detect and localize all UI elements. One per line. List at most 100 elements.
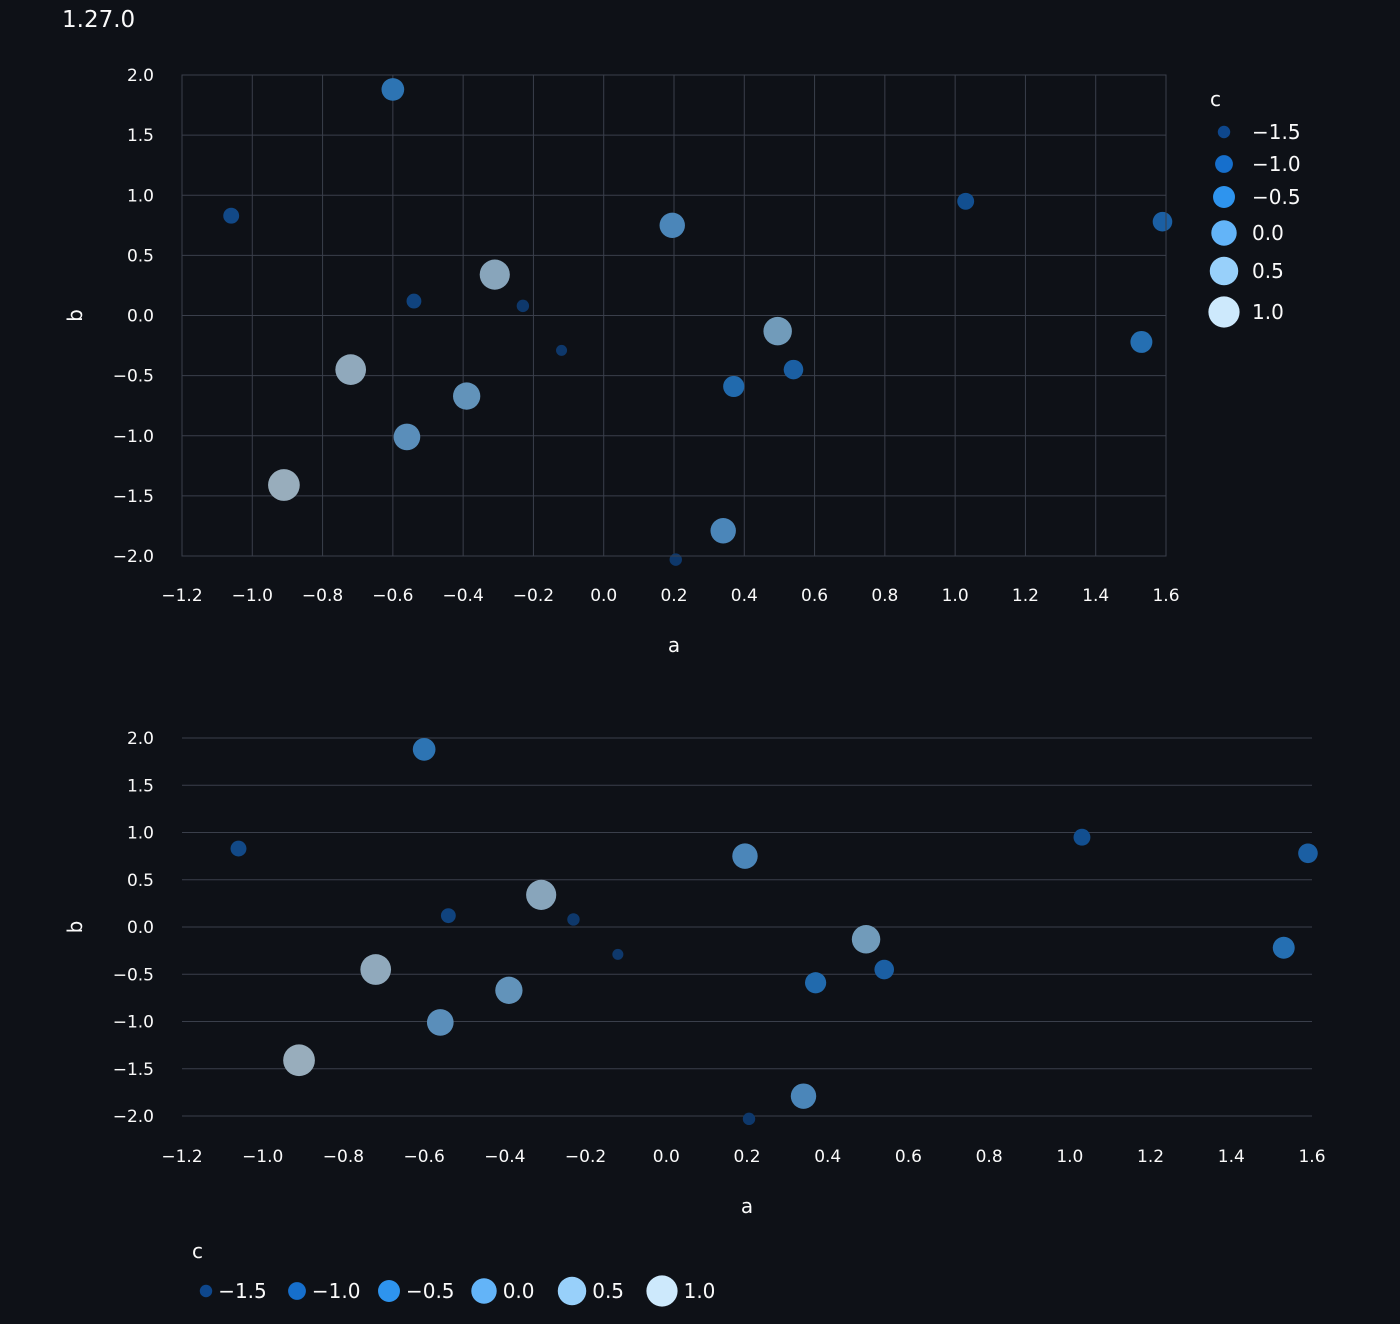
y-tick-label: −0.5 bbox=[113, 965, 154, 985]
scatter-point bbox=[479, 259, 510, 290]
app-version-label: 1.27.0 bbox=[62, 7, 136, 33]
y-tick-label: 1.0 bbox=[127, 186, 154, 206]
x-tick-label: −0.6 bbox=[404, 1147, 445, 1167]
legend-label: 0.0 bbox=[503, 1279, 535, 1303]
x-tick-label: −1.2 bbox=[161, 586, 202, 606]
x-tick-label: 0.0 bbox=[653, 1147, 680, 1167]
y-tick-label: 1.5 bbox=[127, 776, 154, 796]
scatter-point bbox=[957, 192, 975, 210]
scatter-point bbox=[230, 840, 247, 857]
scatter-point bbox=[526, 879, 557, 910]
scatter-point bbox=[393, 423, 421, 451]
legend-symbol bbox=[1215, 155, 1233, 173]
legend-symbol bbox=[646, 1275, 678, 1307]
y-tick-label: 0.5 bbox=[127, 246, 154, 266]
legend-label: −0.5 bbox=[1252, 185, 1301, 209]
scatter-point bbox=[406, 293, 422, 309]
y-axis-title: b bbox=[63, 921, 87, 934]
y-tick-label: −0.5 bbox=[113, 367, 154, 387]
x-tick-label: 1.2 bbox=[1137, 1147, 1164, 1167]
x-tick-label: 1.4 bbox=[1082, 586, 1109, 606]
y-tick-label: 1.0 bbox=[127, 824, 154, 844]
scatter-point bbox=[268, 469, 300, 501]
legend-symbol bbox=[288, 1282, 306, 1300]
scatter-point bbox=[742, 1112, 756, 1126]
scatter-point bbox=[732, 843, 758, 869]
legend-title: c bbox=[192, 1239, 203, 1263]
scatter-point bbox=[723, 375, 745, 398]
scatter-point bbox=[335, 354, 367, 385]
legend-label: 1.0 bbox=[1252, 300, 1284, 324]
x-tick-label: 1.4 bbox=[1218, 1147, 1245, 1167]
scatter-point bbox=[516, 299, 530, 313]
scatter-point bbox=[612, 948, 624, 960]
legend-symbol bbox=[557, 1276, 587, 1306]
y-tick-label: 0.0 bbox=[127, 307, 154, 327]
legend-label: 1.0 bbox=[684, 1279, 716, 1303]
x-tick-label: 0.8 bbox=[871, 586, 898, 606]
legend: c −1.5 −1.0 −0.5 0.0 0.5 1.0 bbox=[1208, 87, 1301, 328]
x-tick-label: −0.2 bbox=[565, 1147, 606, 1167]
x-tick-label: 0.2 bbox=[660, 586, 687, 606]
scatter-point bbox=[426, 1009, 454, 1036]
y-tick-label: −1.0 bbox=[113, 427, 154, 447]
legend-symbol bbox=[199, 1284, 213, 1298]
scatter-point bbox=[412, 737, 436, 761]
scatter-point bbox=[495, 976, 523, 1004]
legend-label: −0.5 bbox=[406, 1279, 455, 1303]
legend-label: −1.0 bbox=[312, 1279, 361, 1303]
y-tick-label: 0.0 bbox=[127, 918, 154, 938]
scatter-point bbox=[223, 207, 240, 224]
scatter-point bbox=[669, 553, 682, 566]
y-tick-label: −1.5 bbox=[113, 1060, 154, 1080]
legend-symbol bbox=[1211, 220, 1237, 246]
x-tick-label: 1.6 bbox=[1152, 586, 1179, 606]
x-tick-label: 0.6 bbox=[801, 586, 828, 606]
y-tick-label: −1.0 bbox=[113, 1013, 154, 1033]
data-points bbox=[230, 737, 1318, 1126]
x-tick-label: 1.0 bbox=[942, 586, 969, 606]
scatter-point bbox=[556, 344, 568, 356]
x-tick-label: −0.4 bbox=[443, 586, 484, 606]
legend-label: 0.0 bbox=[1252, 221, 1284, 245]
scatter-point bbox=[360, 954, 392, 985]
legend-symbol bbox=[1209, 256, 1239, 286]
y-tick-label: 2.0 bbox=[127, 729, 154, 749]
x-tick-label: −0.6 bbox=[372, 586, 413, 606]
scatter-point bbox=[783, 359, 804, 380]
legend-label: −1.5 bbox=[218, 1279, 267, 1303]
scatter-point bbox=[1272, 936, 1295, 959]
legend-label: −1.5 bbox=[1252, 120, 1301, 144]
y-tick-label: −2.0 bbox=[113, 1107, 154, 1127]
scatter-point bbox=[283, 1044, 315, 1077]
data-points bbox=[223, 78, 1173, 566]
x-tick-label: 0.4 bbox=[731, 586, 758, 606]
scatter-chart-bottom: 2.0 1.5 1.0 0.5 0.0 −0.5 −1.0 −1.5 −2.0 −1.2 −1.0 −… bbox=[63, 729, 1326, 1307]
y-tick-label: −2.0 bbox=[113, 547, 154, 567]
plot-frame bbox=[181, 74, 1167, 557]
legend-label: 0.5 bbox=[592, 1279, 624, 1303]
legend-symbol bbox=[1213, 186, 1235, 208]
x-tick-label: −0.8 bbox=[323, 1147, 364, 1167]
scatter-point bbox=[1152, 211, 1173, 232]
y-tick-label: 0.5 bbox=[127, 871, 154, 891]
legend-symbol bbox=[471, 1278, 497, 1304]
legend-label: 0.5 bbox=[1252, 259, 1284, 283]
legend-label: −1.0 bbox=[1252, 152, 1301, 176]
y-axis-title: b bbox=[63, 309, 87, 322]
scatter-point bbox=[1130, 330, 1153, 353]
legend: c −1.5 −1.0 −0.5 0.0 0.5 1.0 bbox=[192, 1239, 715, 1307]
x-tick-label: −1.2 bbox=[161, 1147, 202, 1167]
scatter-chart-top: 2.0 1.5 1.0 0.5 0.0 −0.5 −1.0 −1.5 −2.0 −1.2 −1.0 −… bbox=[63, 66, 1301, 657]
legend-title: c bbox=[1210, 87, 1221, 111]
x-tick-label: 0.4 bbox=[814, 1147, 841, 1167]
x-tick-label: 0.0 bbox=[590, 586, 617, 606]
scatter-point bbox=[659, 212, 685, 239]
scatter-point bbox=[851, 925, 881, 954]
scatter-point bbox=[763, 316, 792, 346]
x-tick-label: 0.2 bbox=[733, 1147, 760, 1167]
scatter-point bbox=[453, 382, 481, 410]
x-axis-title: a bbox=[668, 633, 680, 657]
x-tick-label: −0.4 bbox=[484, 1147, 525, 1167]
